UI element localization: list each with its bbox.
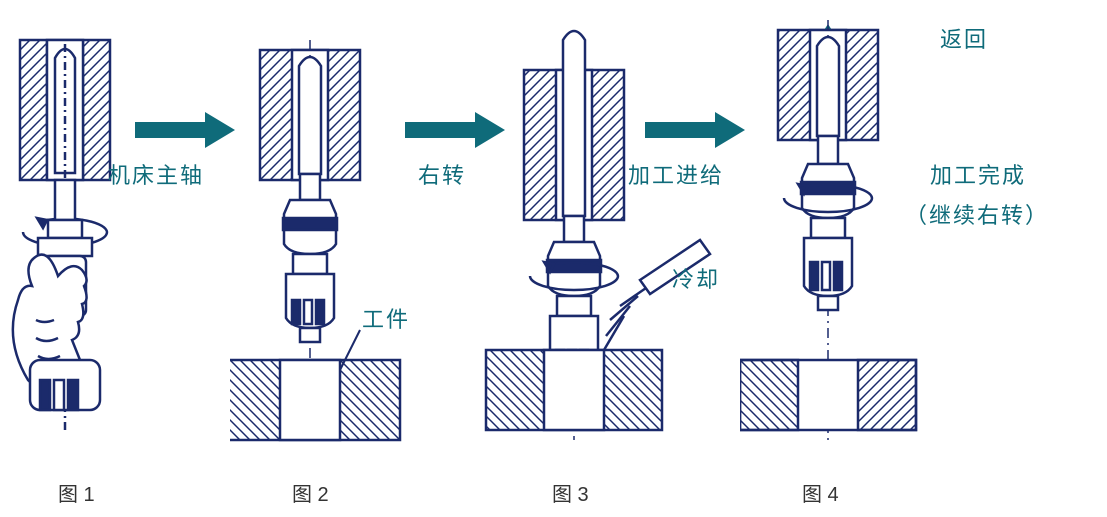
workpiece-block xyxy=(230,360,400,440)
caption-2: 图 2 xyxy=(292,478,329,507)
label-spindle: 机床主轴 xyxy=(108,158,204,190)
figure-3-drawing xyxy=(480,0,740,480)
workpiece-block xyxy=(740,360,916,430)
diagram-stage: 图 1 机床主轴 xyxy=(0,0,1107,517)
caption-1: 图 1 xyxy=(58,478,95,507)
label-rotate-right: 右转 xyxy=(418,158,466,190)
flow-arrow-3 xyxy=(640,110,750,150)
label-return: 返回 xyxy=(940,22,988,54)
workpiece-block xyxy=(486,350,662,430)
caption-4: 图 4 xyxy=(802,478,839,507)
panel-2: 图 2 xyxy=(230,0,480,517)
panel-4: 图 4 xyxy=(740,0,1107,517)
flow-arrow-1 xyxy=(130,110,240,150)
panel-3: 图 3 xyxy=(480,0,740,517)
figure-4-drawing xyxy=(740,0,1107,480)
coolant-nozzle xyxy=(604,240,710,350)
label-workpiece: 工件 xyxy=(362,302,410,334)
label-complete-1: 加工完成 xyxy=(930,158,1026,190)
label-cooling: 冷却 xyxy=(672,262,720,294)
caption-3: 图 3 xyxy=(552,478,589,507)
arrow-icon xyxy=(130,110,240,150)
tool-nose xyxy=(30,360,100,410)
label-complete-2: （继续右转） xyxy=(905,198,1049,230)
figure-2-drawing xyxy=(230,0,480,480)
label-feed: 加工进给 xyxy=(628,158,724,190)
figure-1-drawing xyxy=(0,0,230,480)
arrow-icon xyxy=(640,110,750,150)
panel-1: 图 1 xyxy=(0,0,230,517)
